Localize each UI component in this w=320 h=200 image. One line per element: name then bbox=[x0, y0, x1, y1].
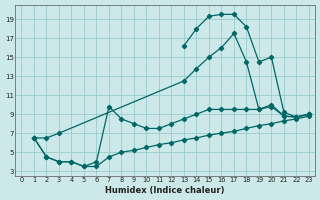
X-axis label: Humidex (Indice chaleur): Humidex (Indice chaleur) bbox=[106, 186, 225, 195]
